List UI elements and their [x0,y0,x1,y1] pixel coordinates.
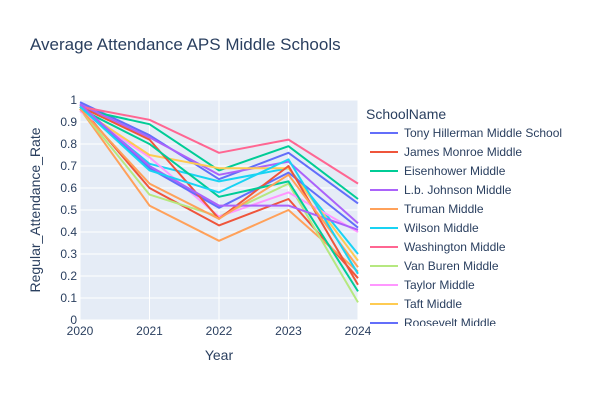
legend-item[interactable]: Wilson Middle [370,221,479,235]
series-line [79,101,359,205]
y-tick-label: 0.3 [60,247,77,261]
y-tick-label: 0.4 [60,225,77,239]
legend-label: Taft Middle [404,297,462,311]
series-line [79,103,359,231]
series-lines [79,101,359,303]
x-tick-label: 2024 [345,324,372,338]
chart-title: Average Attendance APS Middle Schools [30,35,341,54]
series-line [79,105,359,279]
series-line [79,103,359,224]
legend-label: James Monroe Middle [404,145,522,159]
legend-label: Van Buren Middle [404,259,499,273]
y-tick-label: 0.9 [60,115,77,129]
y-axis-title: Regular_Attendance_Rate [27,127,43,292]
x-tick-labels: 2020 2021 2022 2023 2024 [67,324,372,338]
legend-item[interactable]: James Monroe Middle [370,145,522,159]
legend-item[interactable]: Roosevelt Middle [370,316,496,330]
legend-label: L.b. Johnson Middle [404,183,512,197]
y-tick-label: 0.5 [60,203,77,217]
legend-item[interactable]: Van Buren Middle [370,259,499,273]
legend-item[interactable]: L.b. Johnson Middle [370,183,512,197]
x-tick-label: 2020 [67,324,94,338]
x-tick-label: 2023 [275,324,302,338]
legend: SchoolName Tony Hillerman Middle School J… [366,106,562,330]
x-axis-title: Year [205,347,234,363]
legend-label: Washington Middle [404,240,506,254]
x-tick-label: 2022 [206,324,233,338]
legend-label: Taylor Middle [404,278,475,292]
legend-item[interactable]: Truman Middle [370,202,484,216]
legend-label: Truman Middle [404,202,484,216]
legend-label: Roosevelt Middle [404,316,496,330]
legend-label: Eisenhower Middle [404,164,506,178]
y-tick-labels: 0 0.1 0.2 0.3 0.4 0.5 0.6 0.7 0.8 0.9 1 [60,93,77,327]
legend-item[interactable]: Taft Middle [370,297,462,311]
series-line [79,108,359,268]
x-tick-label: 2021 [136,324,163,338]
series-line [79,105,359,185]
series-line [79,105,359,275]
legend-item[interactable]: Taylor Middle [370,278,475,292]
legend-item[interactable]: Eisenhower Middle [370,164,506,178]
y-tick-label: 0.8 [60,137,77,151]
series-line [79,107,359,200]
y-tick-label: 0.7 [60,159,77,173]
legend-item[interactable]: Tony Hillerman Middle School [370,126,562,140]
series-line [79,107,359,292]
y-tick-label: 0.2 [60,269,77,283]
y-tick-label: 0.6 [60,181,77,195]
grid-lines [79,99,359,321]
y-tick-label: 0.1 [60,291,77,305]
legend-title: SchoolName [366,106,446,122]
legend-label: Wilson Middle [404,221,479,235]
y-tick-label: 1 [70,93,77,107]
series-line [79,108,359,273]
legend-item[interactable]: Washington Middle [370,240,506,254]
y-tick-label: 0 [70,313,77,327]
legend-label: Tony Hillerman Middle School [404,126,562,140]
series-line [79,103,359,229]
